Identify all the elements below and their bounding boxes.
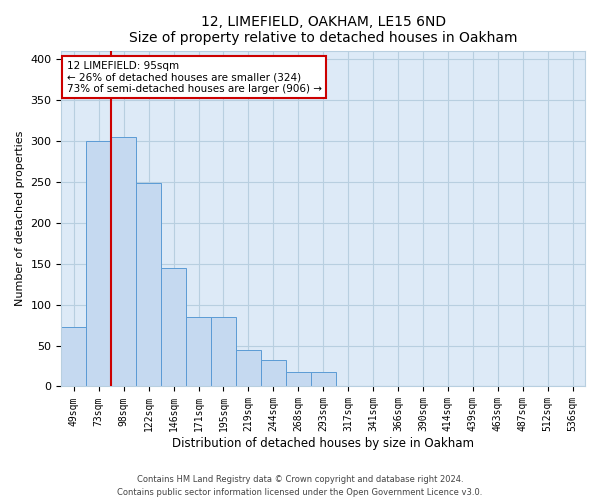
Y-axis label: Number of detached properties: Number of detached properties [15,131,25,306]
Bar [61,328,86,386]
Bar [86,140,111,386]
Bar [111,136,136,386]
Bar [311,372,335,386]
Text: Contains HM Land Registry data © Crown copyright and database right 2024.
Contai: Contains HM Land Registry data © Crown c… [118,476,482,497]
Bar [136,184,161,386]
Text: 12 LIMEFIELD: 95sqm
← 26% of detached houses are smaller (324)
73% of semi-detac: 12 LIMEFIELD: 95sqm ← 26% of detached ho… [67,60,322,94]
Bar [261,360,286,386]
Title: 12, LIMEFIELD, OAKHAM, LE15 6ND
Size of property relative to detached houses in : 12, LIMEFIELD, OAKHAM, LE15 6ND Size of … [129,15,517,45]
X-axis label: Distribution of detached houses by size in Oakham: Distribution of detached houses by size … [172,437,474,450]
Bar [286,372,311,386]
Bar [236,350,261,387]
Bar [211,317,236,386]
Bar [161,268,186,386]
Bar [186,317,211,386]
